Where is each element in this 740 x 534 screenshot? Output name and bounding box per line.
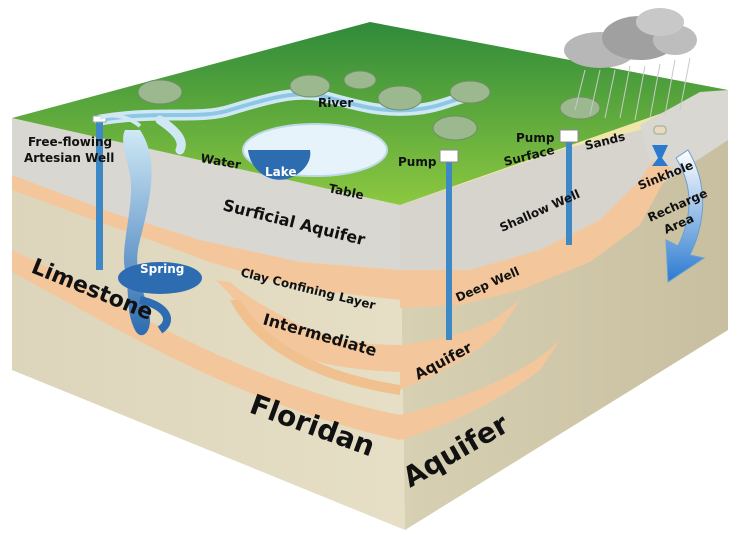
spring-pool	[118, 262, 202, 294]
label-spring: Spring	[140, 262, 184, 276]
surficial-layer-left	[12, 118, 400, 270]
floridan-band-right	[400, 340, 560, 440]
floridan-band-left	[12, 250, 400, 440]
top-surface	[12, 22, 728, 205]
shallow-well-pipe	[566, 140, 572, 245]
intermediate-layer-left	[215, 280, 400, 372]
shallow-well-pump	[559, 129, 579, 143]
rain-streaks	[574, 57, 691, 121]
label-pump-left: Pump	[398, 155, 437, 169]
label-lake: Lake	[265, 165, 297, 179]
label-pump-right: Pump	[516, 131, 555, 145]
deep-well-pipe	[446, 160, 452, 340]
clay-layer-right	[400, 128, 682, 308]
deep-well-pump	[439, 149, 459, 163]
recharge-arrow	[665, 149, 706, 283]
surface-sand-strip	[400, 90, 728, 205]
label-free-flowing-1: Free-flowing	[28, 135, 112, 149]
label-free-flowing-2: Artesian Well	[24, 151, 114, 165]
clay-layer-left	[12, 175, 400, 300]
label-water: Water	[199, 151, 242, 172]
lake-water	[248, 150, 311, 180]
sinkhole	[652, 145, 668, 166]
artesian-well-pipe	[96, 120, 103, 270]
trees	[137, 70, 601, 141]
artesian-well-cap	[92, 115, 107, 123]
artesian-flow	[99, 113, 142, 128]
label-river: River	[318, 96, 353, 110]
sinkhole-marker	[653, 125, 667, 135]
spring-outflow	[139, 296, 171, 334]
intermediate-lower-band-left	[230, 300, 400, 395]
river-branch	[155, 115, 186, 155]
rain-cloud	[564, 8, 697, 68]
aquifer-band-right	[400, 300, 520, 390]
